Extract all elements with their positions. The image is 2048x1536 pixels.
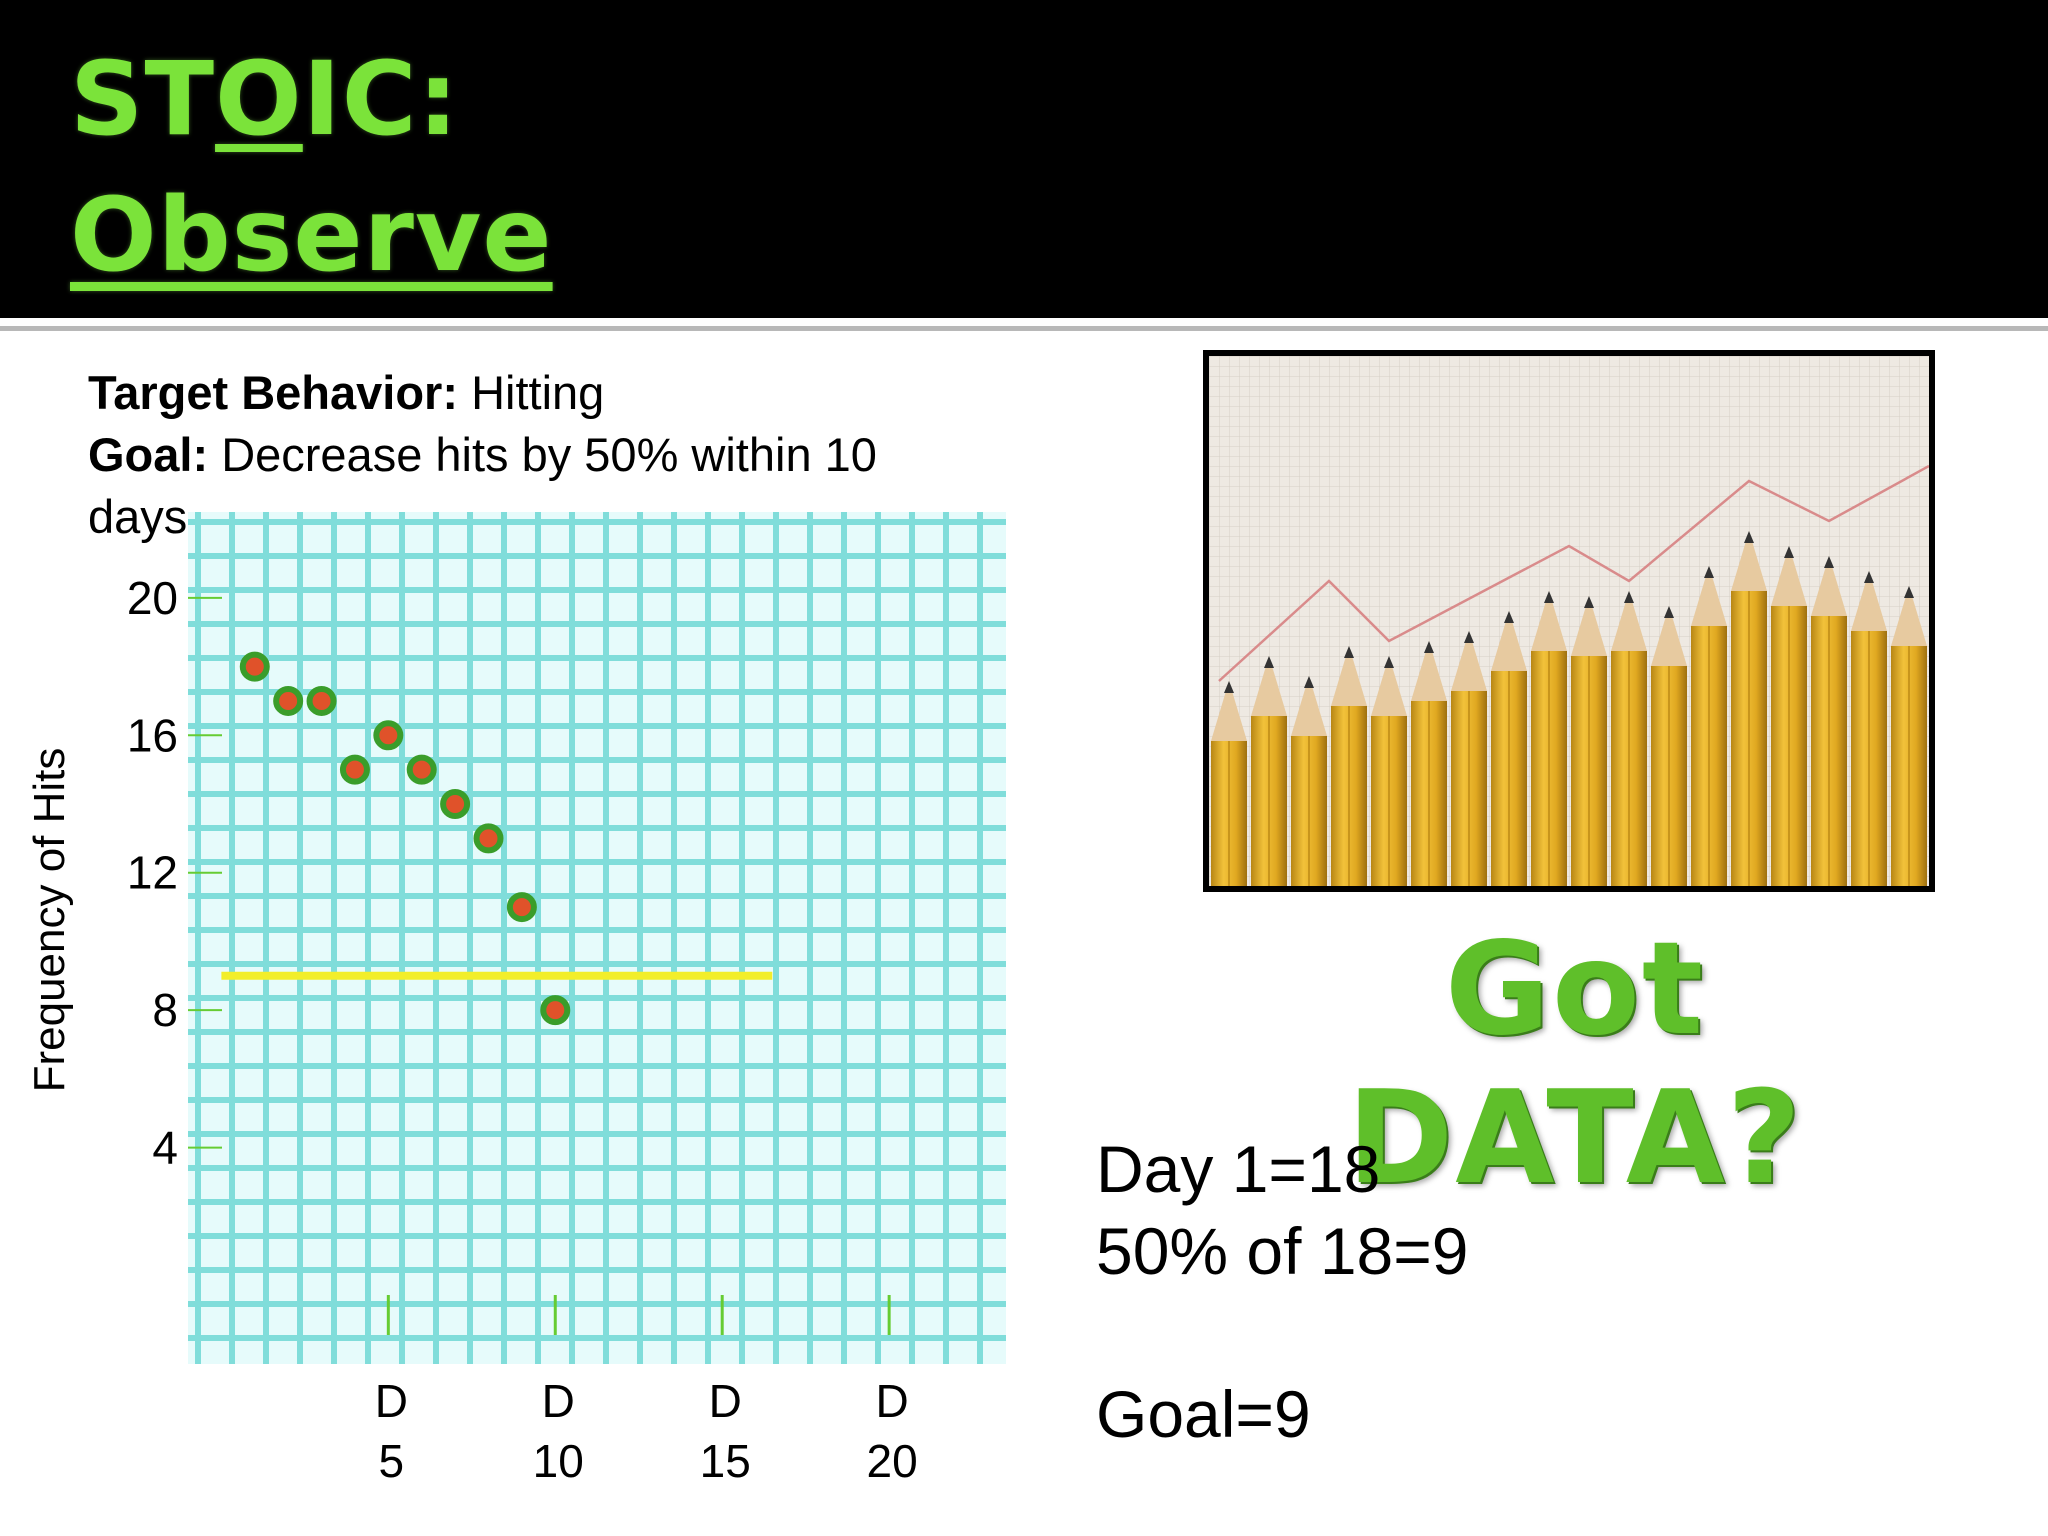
pencil-bars (1211, 531, 1927, 886)
y-tick-label: 4 (152, 1122, 178, 1174)
pencil-wood-tip (1891, 586, 1927, 646)
y-tick-label: 12 (127, 847, 178, 899)
target-behavior-value: Hitting (471, 366, 605, 419)
slide-header (0, 0, 2048, 318)
pencil-lead (1264, 656, 1274, 668)
data-point (239, 651, 270, 682)
pencil-wood-tip (1331, 646, 1367, 706)
data-point (506, 892, 537, 923)
pencil-wood-tip (1611, 591, 1647, 651)
pencils-illustration (1209, 356, 1929, 886)
goal-line: Goal: Decrease hits by 50% within 10 day… (88, 424, 988, 548)
pencil-lead (1824, 556, 1834, 568)
pencil-wood-tip (1451, 631, 1487, 691)
goal-value: Decrease hits by 50% within 10 days (88, 428, 877, 543)
pencil-wood-tip (1851, 571, 1887, 631)
slide-title-line-1: STOIC: (70, 40, 459, 160)
data-point (406, 754, 437, 785)
pencil-lead (1624, 591, 1634, 603)
data-point (339, 754, 370, 785)
pencil-lead (1744, 531, 1754, 543)
pencil-lead (1504, 611, 1514, 623)
x-tick-label-top: D (375, 1375, 408, 1427)
pencil-wood-tip (1571, 596, 1607, 656)
pencil-wood-tip (1371, 656, 1407, 716)
data-point (540, 995, 571, 1026)
y-tick-label: 20 (127, 572, 178, 624)
pencils-bar-chart-photo (1203, 350, 1935, 892)
target-behavior-label: Target Behavior: (88, 366, 458, 419)
got-data-heading: Got DATA? (1346, 915, 1804, 1213)
pencil-wood-tip (1251, 656, 1287, 716)
pencil-wood-tip (1211, 681, 1247, 741)
title-part-2: IC: (302, 40, 460, 159)
data-point (440, 789, 471, 820)
pencil-lead (1704, 566, 1714, 578)
pencil-lead (1544, 591, 1554, 603)
y-axis-label: Frequency of Hits (25, 747, 74, 1093)
pencil-lead (1304, 676, 1314, 688)
pencil-wood-tip (1651, 606, 1687, 666)
plot-background (188, 512, 1006, 1364)
x-tick-label-bottom: 20 (867, 1435, 918, 1487)
x-tick-label-bottom: 5 (379, 1435, 405, 1487)
slide-title-line-2: Observe (70, 176, 553, 295)
pencil-lead (1344, 646, 1354, 658)
pencil-wood-tip (1811, 556, 1847, 616)
pencil-lead (1424, 641, 1434, 653)
calc-goal: Goal=9 (1096, 1377, 1311, 1451)
pencil-wood-tip (1731, 531, 1767, 591)
pencil-lead (1664, 606, 1674, 618)
photo-trend-line (1218, 464, 1929, 682)
pencil-lead (1904, 586, 1914, 598)
pencil-lead (1584, 596, 1594, 608)
pencil-wood-tip (1411, 641, 1447, 701)
pencil-lead (1864, 571, 1874, 583)
pencil-wood-tip (1691, 566, 1727, 626)
x-tick-label-bottom: 10 (533, 1435, 584, 1487)
goal-label: Goal: (88, 428, 209, 481)
chart-grid (188, 512, 1006, 1364)
data-point (373, 720, 404, 751)
pencil-wood-tip (1531, 591, 1567, 651)
title-underlined-letter: O (215, 40, 303, 159)
title-part-1: ST (70, 40, 216, 159)
pencil-wood-tip (1771, 546, 1807, 606)
data-point (273, 685, 304, 716)
data-point (306, 685, 337, 716)
x-tick-label-top: D (709, 1375, 742, 1427)
calc-day1: Day 1=18 (1096, 1132, 1381, 1206)
pencil-lead (1784, 546, 1794, 558)
y-tick-label: 16 (127, 709, 178, 761)
x-tick-label-bottom: 15 (700, 1435, 751, 1487)
pencil-lead (1384, 656, 1394, 668)
y-tick-label: 8 (152, 984, 178, 1036)
calc-half: 50% of 18=9 (1096, 1214, 1469, 1288)
x-tick-label-top: D (542, 1375, 575, 1427)
x-tick-label-top: D (876, 1375, 909, 1427)
hits-frequency-chart: 20 16 12 8 4 D 5 D 10 D 15 D 20 (127, 512, 1006, 1487)
header-divider (0, 326, 2048, 331)
pencil-wood-tip (1491, 611, 1527, 671)
target-behavior-line: Target Behavior: Hitting (88, 362, 604, 424)
pencil-lead (1464, 631, 1474, 643)
pencil-lead (1224, 681, 1234, 693)
pencil-wood-tip (1291, 676, 1327, 736)
data-point (473, 823, 504, 854)
